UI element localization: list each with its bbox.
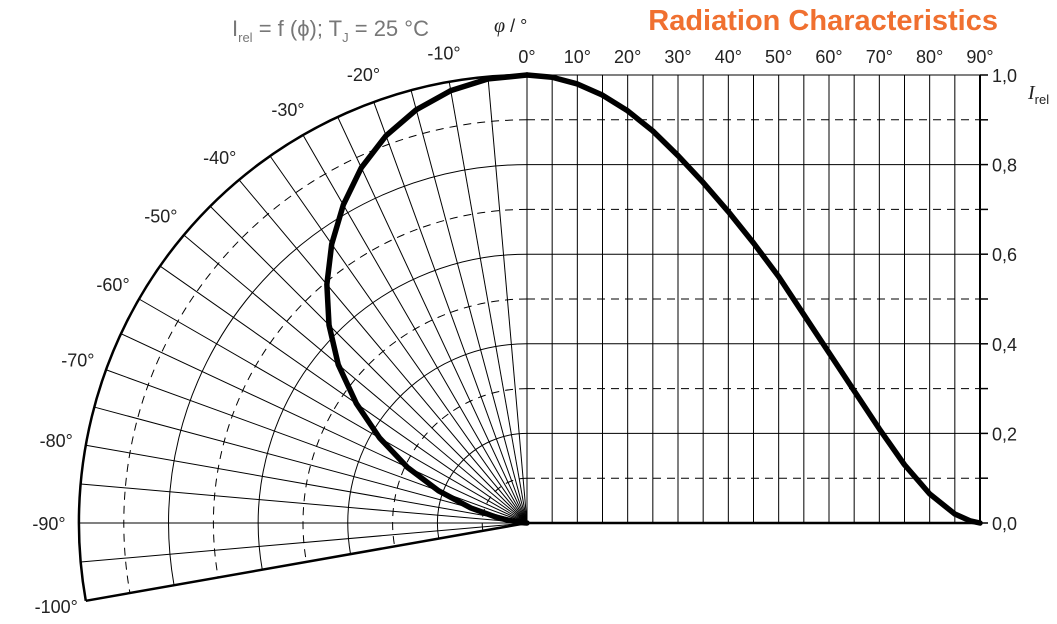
y-tick-label: 0,0: [992, 514, 1017, 534]
formula-tail: = 25 °C: [349, 16, 429, 41]
label-layer: Radiation Characteristics Irel = f (ϕ); …: [32, 5, 1049, 617]
formula-rel-sub: rel: [238, 30, 253, 45]
y-tick-label: 0,6: [992, 245, 1017, 265]
y-tick-label: 0,2: [992, 424, 1017, 444]
polar-spoke: [183, 234, 528, 524]
chart-title: Radiation Characteristics: [648, 5, 998, 37]
x-tick-label: 30°: [664, 47, 691, 67]
polar-spoke: [120, 333, 528, 524]
polar-spoke: [209, 205, 528, 524]
x-tick-label: 40°: [715, 47, 742, 67]
polar-spoke: [487, 76, 528, 524]
polar-spoke: [269, 155, 528, 524]
polar-spoke: [80, 522, 528, 563]
formula-eq: = f (ϕ); T: [253, 16, 343, 41]
polar-tick-label: -100°: [35, 597, 78, 617]
y-axis-label: Irel: [1027, 82, 1049, 107]
polar-spoke: [85, 521, 528, 603]
polar-tick-label: -60°: [96, 275, 129, 295]
polar-tick-label: -90°: [32, 514, 65, 534]
polar-spoke: [138, 298, 528, 524]
formula-i: I: [232, 16, 238, 41]
x-tick-label: 60°: [815, 47, 842, 67]
polar-spoke: [80, 483, 528, 524]
y-tick-label: 1,0: [992, 66, 1017, 86]
polar-spoke: [448, 81, 528, 524]
curve-layer: [324, 72, 983, 526]
polar-tick-label: -10°: [427, 43, 460, 63]
phi-unit: / °: [505, 16, 527, 36]
grid-layer: [77, 73, 988, 603]
polar-spoke: [238, 179, 528, 524]
phi-axis-label: φ / °: [494, 15, 527, 37]
polar-spoke: [159, 265, 528, 524]
x-tick-label: 80°: [916, 47, 943, 67]
x-tick-label: 90°: [966, 47, 993, 67]
polar-arc: [302, 298, 528, 562]
y-axis-symbol: I: [1027, 82, 1036, 104]
x-tick-label: 0°: [518, 47, 535, 67]
formula-label: Irel = f (ϕ); TJ = 25 °C: [232, 16, 429, 45]
polar-spoke: [410, 90, 528, 524]
phi-symbol: φ: [494, 15, 505, 37]
polar-tick-label: -20°: [347, 65, 380, 85]
y-axis-sub: rel: [1035, 92, 1050, 107]
polar-spoke: [337, 116, 528, 524]
x-tick-label: 70°: [866, 47, 893, 67]
y-tick-label: 0,4: [992, 335, 1017, 355]
polar-spoke: [302, 134, 528, 524]
x-tick-label: 10°: [564, 47, 591, 67]
polar-spoke: [373, 101, 528, 524]
polar-tick-label: -70°: [61, 351, 94, 371]
polar-tick-label: -50°: [144, 207, 177, 227]
polar-spoke: [85, 444, 528, 524]
polar-tick-label: -40°: [203, 148, 236, 168]
x-tick-label: 50°: [765, 47, 792, 67]
polar-spoke: [94, 406, 528, 524]
y-tick-label: 0,8: [992, 156, 1017, 176]
curve-polar: [324, 72, 530, 526]
curve-rectangular: [524, 72, 983, 526]
polar-tick-label: -30°: [271, 100, 304, 120]
polar-tick-label: -80°: [40, 431, 73, 451]
formula-j-sub: J: [342, 30, 349, 45]
x-tick-label: 20°: [614, 47, 641, 67]
